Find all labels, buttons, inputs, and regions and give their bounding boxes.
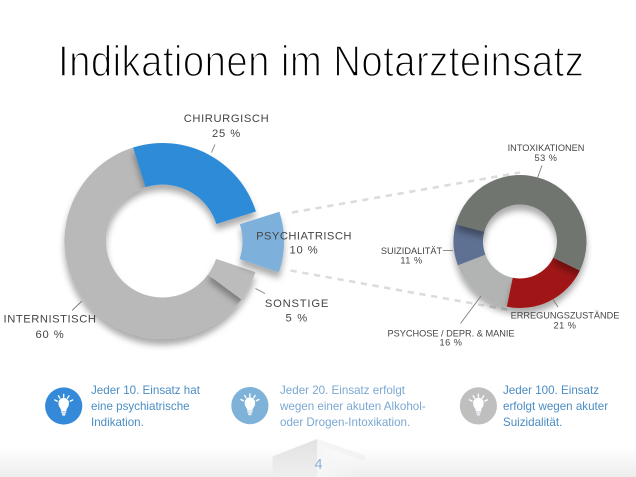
svg-text:11 %: 11 % [400, 256, 422, 266]
svg-text:SONSTIGE: SONSTIGE [265, 298, 329, 310]
svg-text:PSYCHOSE / DEPR. & MANIE: PSYCHOSE / DEPR. & MANIE [387, 329, 514, 339]
svg-text:10 %: 10 % [289, 245, 318, 257]
svg-text:53 %: 53 % [535, 153, 558, 163]
svg-text:16 %: 16 % [440, 338, 463, 348]
svg-text:5 %: 5 % [286, 313, 309, 325]
svg-text:4: 4 [314, 457, 322, 473]
svg-text:60 %: 60 % [35, 329, 64, 341]
svg-text:21 %: 21 % [554, 320, 577, 330]
svg-text:SUIZIDALITÄT: SUIZIDALITÄT [381, 246, 443, 256]
svg-text:PSYCHIATRISCH: PSYCHIATRISCH [256, 230, 352, 242]
svg-text:ERREGUNGSZUSTÄNDE: ERREGUNGSZUSTÄNDE [511, 311, 620, 321]
svg-text:CHIRURGISCH: CHIRURGISCH [184, 113, 270, 125]
svg-text:INTOXIKATIONEN: INTOXIKATIONEN [508, 143, 585, 153]
svg-text:INTERNISTISCH: INTERNISTISCH [4, 314, 97, 326]
svg-text:25 %: 25 % [212, 128, 241, 140]
